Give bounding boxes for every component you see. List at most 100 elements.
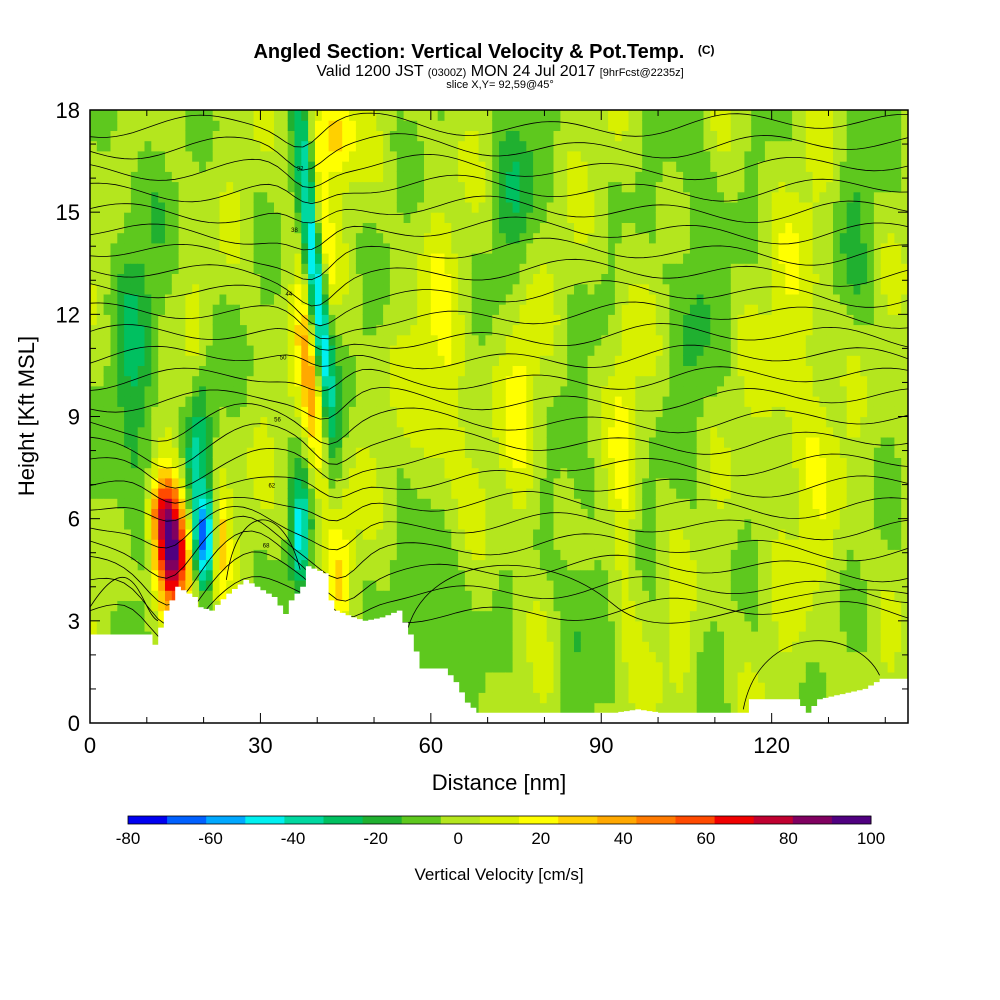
velocity-cell	[608, 232, 616, 244]
velocity-cell	[417, 242, 425, 254]
velocity-cell	[437, 130, 446, 142]
velocity-cell	[424, 661, 432, 673]
velocity-cell	[635, 590, 643, 601]
velocity-cell	[512, 549, 520, 561]
velocity-cell	[410, 283, 418, 295]
velocity-cell	[260, 385, 268, 397]
velocity-cell	[526, 283, 534, 295]
velocity-cell	[642, 447, 650, 458]
velocity-cell	[580, 631, 589, 642]
velocity-cell	[410, 222, 418, 234]
velocity-cell	[192, 457, 200, 469]
velocity-cell	[451, 590, 459, 601]
velocity-cell	[649, 253, 657, 264]
velocity-cell	[253, 273, 261, 285]
velocity-cell	[158, 528, 166, 540]
velocity-cell	[587, 600, 595, 612]
velocity-cell	[526, 416, 534, 428]
velocity-cell	[539, 549, 548, 561]
velocity-cell	[240, 396, 248, 407]
velocity-cell	[321, 171, 330, 183]
velocity-cell	[451, 426, 459, 438]
velocity-cell	[587, 293, 595, 305]
velocity-cell	[260, 365, 268, 377]
velocity-cell	[649, 620, 657, 632]
velocity-cell	[117, 436, 125, 448]
velocity-cell	[512, 263, 520, 274]
velocity-cell	[601, 467, 609, 479]
velocity-cell	[553, 110, 561, 121]
velocity-cell	[458, 528, 466, 540]
velocity-cell	[642, 293, 650, 305]
velocity-cell	[499, 130, 507, 142]
velocity-cell	[185, 549, 193, 561]
velocity-cell	[124, 334, 132, 346]
velocity-cell	[642, 140, 650, 152]
velocity-cell	[185, 334, 193, 346]
velocity-cell	[444, 528, 452, 540]
velocity-cell	[321, 324, 330, 336]
velocity-cell	[471, 120, 480, 131]
velocity-cell	[424, 161, 432, 172]
velocity-cell	[274, 345, 282, 356]
velocity-cell	[321, 406, 330, 418]
velocity-cell	[539, 559, 548, 571]
velocity-cell	[212, 222, 221, 234]
velocity-cell	[430, 580, 439, 591]
velocity-cell	[505, 692, 514, 704]
velocity-cell	[178, 293, 186, 305]
velocity-cell	[212, 334, 221, 346]
velocity-cell	[267, 498, 275, 509]
velocity-cell	[512, 273, 520, 285]
velocity-cell	[553, 191, 561, 203]
velocity-cell	[471, 508, 480, 520]
velocity-cell	[151, 396, 159, 407]
velocity-cell	[383, 528, 391, 540]
velocity-cell	[212, 304, 221, 315]
velocity-cell	[165, 396, 173, 407]
velocity-cell	[471, 631, 480, 642]
velocity-cell	[464, 385, 473, 397]
velocity-cell	[294, 569, 302, 581]
velocity-cell	[403, 436, 411, 448]
velocity-cell	[533, 661, 541, 673]
velocity-cell	[349, 498, 357, 509]
velocity-cell	[628, 508, 636, 520]
velocity-cell	[574, 631, 582, 642]
velocity-cell	[492, 253, 500, 264]
velocity-cell	[560, 600, 568, 612]
velocity-cell	[451, 600, 459, 612]
velocity-cell	[574, 120, 582, 131]
velocity-cell	[608, 528, 616, 540]
velocity-cell	[403, 539, 411, 550]
velocity-cell	[274, 559, 282, 571]
velocity-cell	[389, 569, 398, 581]
velocity-cell	[410, 232, 418, 244]
velocity-cell	[505, 130, 514, 142]
velocity-cell	[628, 150, 636, 162]
velocity-cell	[178, 488, 186, 499]
velocity-cell	[594, 620, 602, 632]
velocity-cell	[539, 242, 548, 254]
velocity-cell	[553, 253, 561, 264]
velocity-cell	[430, 293, 439, 305]
velocity-cell	[642, 171, 650, 183]
velocity-cell	[594, 590, 602, 601]
velocity-cell	[301, 416, 309, 428]
velocity-cell	[635, 549, 643, 561]
velocity-cell	[192, 498, 200, 509]
velocity-cell	[205, 549, 214, 561]
velocity-cell	[492, 355, 500, 366]
velocity-cell	[267, 385, 275, 397]
velocity-cell	[512, 222, 520, 234]
velocity-cell	[621, 620, 630, 632]
velocity-cell	[574, 610, 582, 622]
velocity-cell	[533, 140, 541, 152]
velocity-cell	[362, 161, 371, 172]
velocity-cell	[635, 365, 643, 377]
velocity-cell	[267, 283, 275, 295]
velocity-cell	[499, 171, 507, 183]
velocity-cell	[267, 549, 275, 561]
velocity-cell	[417, 631, 425, 642]
velocity-cell	[533, 528, 541, 540]
